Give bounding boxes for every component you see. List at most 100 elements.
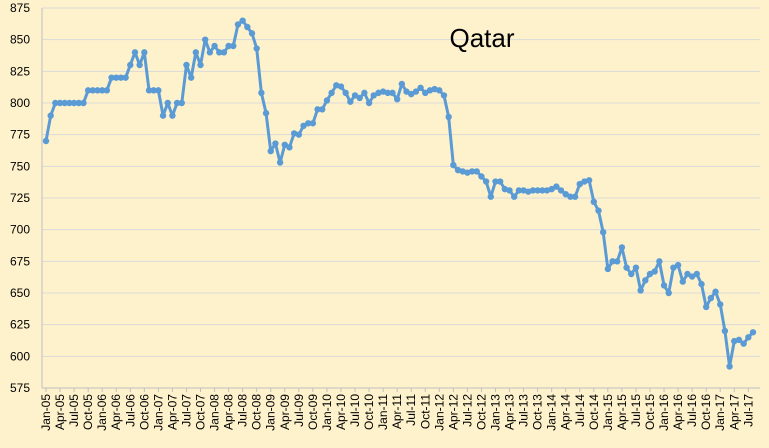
data-point — [164, 99, 171, 107]
x-tick-label: Jan-11 — [376, 394, 390, 430]
data-point — [436, 87, 443, 94]
data-point — [604, 265, 612, 273]
data-point — [108, 74, 115, 81]
data-point — [183, 61, 190, 69]
data-point — [515, 187, 523, 194]
data-point — [234, 21, 242, 28]
data-point — [698, 280, 705, 288]
data-point — [623, 264, 630, 271]
data-point — [328, 89, 335, 97]
data-point — [206, 49, 214, 56]
data-point — [637, 287, 644, 294]
x-tick-label: Oct-15 — [643, 394, 657, 430]
x-tick-label: Jul-15 — [629, 394, 643, 427]
data-point — [61, 99, 68, 107]
x-tick-label: Oct-10 — [362, 394, 376, 430]
data-point — [220, 49, 228, 56]
y-tick-label: 750 — [10, 159, 30, 173]
data-point — [370, 92, 377, 99]
x-tick-label: Oct-08 — [250, 394, 264, 430]
data-point — [548, 185, 555, 193]
data-point — [511, 193, 518, 200]
data-point — [702, 303, 710, 311]
data-point — [42, 137, 50, 145]
data-point — [693, 270, 701, 278]
data-point — [272, 140, 279, 147]
data-point — [80, 99, 87, 107]
data-point — [646, 270, 654, 278]
data-point — [534, 187, 541, 194]
x-tick-label: Jul-14 — [573, 394, 587, 427]
x-tick-label: Jan-05 — [39, 394, 53, 431]
data-point — [412, 88, 420, 95]
x-tick-label: Jan-08 — [208, 394, 222, 431]
y-tick-label: 575 — [10, 381, 30, 395]
x-tick-label: Jan-10 — [320, 394, 334, 431]
x-tick-label: Jul-05 — [67, 394, 81, 427]
x-tick-label: Jan-15 — [601, 394, 615, 431]
x-tick-label: Apr-10 — [334, 394, 348, 430]
data-point — [351, 92, 359, 99]
x-tick-label: Oct-07 — [194, 394, 208, 430]
x-tick-label: Jan-06 — [95, 394, 109, 431]
data-point — [70, 99, 78, 107]
data-point — [422, 89, 429, 97]
data-point — [656, 258, 663, 265]
x-axis: Jan-05 Apr-05 Jul-05 Oct-05 Jan-06 Apr-06 Jul-… — [39, 387, 760, 431]
data-point — [417, 84, 424, 92]
grid-lines — [42, 7, 760, 389]
data-point — [117, 74, 125, 81]
data-point — [216, 49, 223, 56]
data-point — [539, 187, 546, 194]
data-point — [56, 99, 64, 107]
data-point — [52, 99, 59, 107]
x-tick-label: Jul-13 — [517, 394, 531, 427]
data-point — [674, 261, 682, 269]
chart-title: Qatar — [449, 23, 514, 53]
y-tick-label: 850 — [10, 33, 30, 47]
data-point — [305, 120, 312, 127]
data-point — [688, 273, 696, 280]
data-point — [84, 87, 92, 94]
data-point — [473, 168, 480, 175]
data-point — [632, 264, 640, 271]
data-point — [721, 327, 729, 335]
x-tick-label: Apr-09 — [278, 394, 292, 430]
data-point — [609, 258, 616, 265]
data-point — [281, 141, 288, 148]
data-point — [323, 97, 331, 104]
data-point — [66, 99, 73, 107]
x-tick-label: Oct-05 — [81, 394, 95, 430]
data-point — [651, 268, 658, 275]
data-point — [113, 74, 120, 81]
x-tick-label: Oct-11 — [418, 394, 432, 429]
y-tick-label: 700 — [10, 223, 30, 237]
x-tick-label: Jul-12 — [460, 394, 474, 427]
x-tick-label: Jul-09 — [292, 394, 306, 427]
data-point — [745, 334, 752, 341]
data-point — [159, 112, 167, 119]
x-tick-label: Jan-16 — [657, 394, 671, 431]
data-point — [230, 42, 237, 50]
data-point — [365, 99, 373, 107]
data-point — [749, 329, 757, 336]
data-point — [740, 340, 747, 347]
data-point — [141, 49, 148, 56]
data-point — [94, 87, 101, 94]
data-point — [262, 109, 270, 117]
data-point — [450, 161, 457, 169]
x-tick-label: Oct-14 — [587, 394, 601, 430]
y-tick-label: 800 — [10, 96, 30, 110]
x-tick-label: Jul-06 — [123, 394, 137, 427]
data-point — [628, 270, 635, 278]
data-point — [347, 98, 354, 105]
data-point — [595, 207, 602, 214]
data-point — [337, 83, 345, 90]
data-point — [75, 99, 82, 107]
data-point — [529, 187, 537, 194]
x-tick-label: Apr-05 — [53, 394, 67, 430]
series-qatar — [42, 17, 757, 370]
data-point — [145, 87, 153, 94]
